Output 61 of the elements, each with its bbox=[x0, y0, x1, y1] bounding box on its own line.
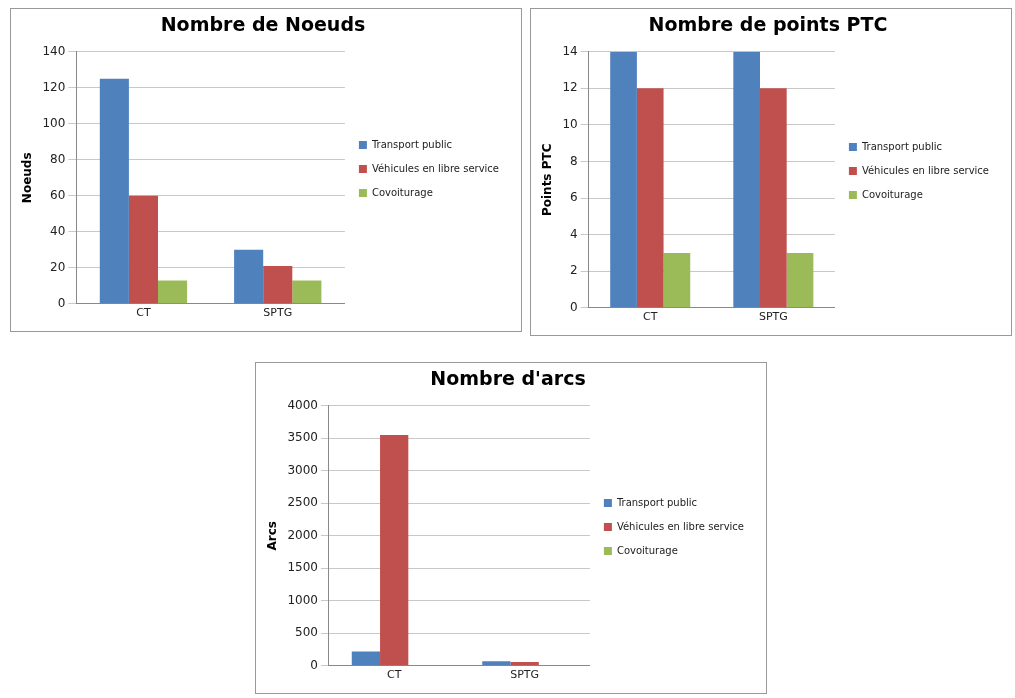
y-tick-label: 4000 bbox=[287, 397, 318, 412]
y-tick-label: 80 bbox=[50, 151, 66, 166]
y-tick-label: 8 bbox=[570, 153, 578, 168]
legend-label: Covoiturage bbox=[861, 188, 923, 200]
chart-title: Nombre de points PTC bbox=[648, 13, 888, 36]
y-tick-label: 1000 bbox=[287, 592, 318, 607]
legend-label: Véhicules en libre service bbox=[616, 520, 744, 532]
y-tick-label: 4 bbox=[570, 226, 578, 241]
y-tick-label: 2 bbox=[570, 263, 578, 278]
y-tick-label: 0 bbox=[310, 657, 318, 672]
bar bbox=[292, 280, 322, 304]
bar bbox=[380, 435, 409, 666]
y-tick-label: 100 bbox=[42, 115, 66, 130]
bar bbox=[636, 88, 664, 308]
bar bbox=[99, 78, 129, 304]
y-tick-label: 2000 bbox=[287, 527, 318, 542]
x-tick-label: CT bbox=[136, 306, 151, 320]
x-tick-label: CT bbox=[386, 668, 402, 682]
y-tick-label: 6 bbox=[570, 190, 578, 205]
x-tick-label: CT bbox=[643, 310, 658, 324]
legend-label: Covoiturage bbox=[616, 544, 678, 556]
bar bbox=[263, 266, 293, 304]
y-tick-label: 2500 bbox=[287, 495, 318, 510]
y-tick-label: 140 bbox=[42, 43, 66, 58]
legend-label: Transport public bbox=[370, 138, 453, 150]
bar bbox=[482, 661, 511, 666]
y-tick-label: 40 bbox=[50, 223, 66, 238]
bar bbox=[234, 249, 264, 304]
chart-title: Nombre de Noeuds bbox=[160, 13, 366, 36]
bar bbox=[128, 195, 158, 304]
y-tick-label: 12 bbox=[562, 80, 578, 95]
y-tick-label: 20 bbox=[50, 259, 66, 274]
chart-title: Nombre d'arcs bbox=[430, 367, 586, 390]
y-tick-label: 3500 bbox=[287, 430, 318, 445]
legend-label: Transport public bbox=[615, 496, 698, 508]
y-tick-label: 0 bbox=[570, 299, 578, 314]
legend-label: Véhicules en libre service bbox=[371, 162, 499, 174]
bar bbox=[158, 280, 188, 304]
y-tick-label: 3000 bbox=[287, 462, 318, 477]
y-axis-title: Points PTC bbox=[540, 143, 555, 217]
legend-label: Transport public bbox=[860, 140, 943, 152]
legend-label: Covoiturage bbox=[371, 186, 433, 198]
x-tick-label: SPTG bbox=[758, 310, 788, 324]
y-tick-label: 120 bbox=[42, 79, 66, 94]
bar bbox=[760, 88, 787, 308]
bar bbox=[733, 51, 760, 308]
x-tick-label: SPTG bbox=[510, 668, 540, 682]
y-tick-label: 1500 bbox=[287, 560, 318, 575]
bar bbox=[663, 252, 691, 308]
bar bbox=[786, 252, 814, 308]
legend-label: Véhicules en libre service bbox=[861, 164, 989, 176]
y-axis-title: Arcs bbox=[265, 521, 280, 551]
y-tick-label: 500 bbox=[295, 625, 318, 640]
bar bbox=[610, 51, 637, 308]
bar bbox=[351, 651, 381, 666]
y-tick-label: 60 bbox=[50, 187, 66, 202]
y-tick-label: 14 bbox=[562, 43, 578, 58]
y-axis-title: Noeuds bbox=[20, 152, 35, 204]
x-tick-label: SPTG bbox=[263, 306, 293, 320]
y-tick-label: 10 bbox=[562, 117, 578, 132]
y-tick-label: 0 bbox=[57, 295, 66, 310]
